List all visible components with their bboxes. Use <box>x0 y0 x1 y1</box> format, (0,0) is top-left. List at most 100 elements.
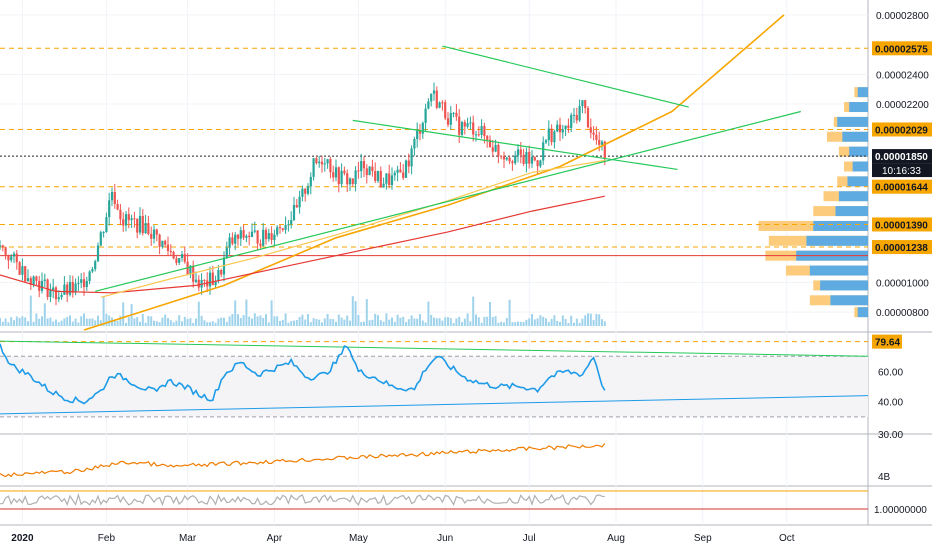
volume-bar <box>267 322 270 326</box>
candle-body <box>194 279 198 282</box>
candle-body <box>483 126 486 137</box>
volume-bar <box>155 321 158 326</box>
candle-body <box>15 253 18 263</box>
price-level-label: 0.00001850 <box>875 152 928 163</box>
volume-bar <box>55 319 57 326</box>
volume-bar <box>595 313 598 326</box>
candle-body <box>452 112 455 114</box>
volume-bar <box>337 314 340 326</box>
candle-body <box>572 114 576 116</box>
candle-body <box>99 232 102 246</box>
volume-bar <box>379 320 382 326</box>
price-level-badge <box>872 122 932 137</box>
rsi-band <box>0 356 868 417</box>
candle-body <box>91 269 94 272</box>
volume-bar <box>461 322 463 326</box>
countdown-label: 10:16:33 <box>882 166 921 177</box>
candle-body <box>416 130 419 140</box>
candle-body <box>556 124 559 132</box>
candle-body <box>208 272 212 287</box>
price-level-badge <box>872 179 932 194</box>
candle-body <box>172 251 175 259</box>
candle-body <box>382 183 385 188</box>
rsi-badge-label: 79.64 <box>875 338 900 349</box>
candle-body <box>298 196 301 208</box>
candle-body <box>544 140 548 143</box>
candle-body <box>169 250 172 252</box>
candle-body <box>309 176 312 187</box>
volume-bar <box>413 318 416 326</box>
volume-bar <box>217 318 220 326</box>
time-axis-label: Aug <box>607 533 625 544</box>
volume-bar <box>147 315 150 326</box>
volume-bar <box>281 319 284 326</box>
candle-body <box>430 93 433 102</box>
volume-bar <box>105 313 108 326</box>
volume-bar <box>531 314 533 326</box>
candle-body <box>273 234 276 240</box>
volume-bar <box>125 322 127 326</box>
volume-profile-bar <box>849 146 868 157</box>
candle-body <box>52 287 55 291</box>
volume-bar <box>441 320 444 326</box>
candle-body <box>323 163 326 165</box>
volume-bar <box>133 318 136 326</box>
candle-body <box>578 106 581 121</box>
volume-bar <box>127 317 130 326</box>
volume-profile-bar <box>857 307 868 318</box>
volume-bar <box>402 316 405 326</box>
volume-bar <box>340 317 343 326</box>
candle-body <box>418 130 422 134</box>
candle-body <box>0 245 2 247</box>
candle-body <box>348 178 352 185</box>
candle-body <box>528 151 531 164</box>
volume-bar <box>477 317 480 326</box>
candle-body <box>379 171 382 188</box>
candle-body <box>264 229 268 240</box>
candle-body <box>68 281 72 295</box>
volume-bar <box>589 313 592 326</box>
candle-body <box>256 230 259 244</box>
candle-body <box>49 290 52 298</box>
candle-body <box>525 151 528 164</box>
candle-body <box>54 287 58 300</box>
volume-bar <box>553 315 556 326</box>
volume-bar <box>603 321 606 326</box>
volume-bar <box>491 317 494 326</box>
volume-bar <box>167 318 169 326</box>
candle-body <box>368 166 371 176</box>
candle-body <box>46 279 49 298</box>
candle-body <box>267 233 270 240</box>
volume-bar <box>573 322 575 326</box>
volume-bar <box>200 315 203 326</box>
candle-body <box>553 131 556 143</box>
candle-body <box>362 161 366 169</box>
candle-body <box>57 297 60 300</box>
volume-bar <box>35 313 38 326</box>
volume-bar <box>323 318 326 326</box>
candle-body <box>511 161 514 164</box>
volume-profile-bar <box>857 87 868 98</box>
volume-bar <box>88 318 91 326</box>
candle-body <box>441 102 444 104</box>
volume-bar <box>43 303 46 326</box>
indicator-tick-label: 30.00 <box>878 430 903 441</box>
candle-body <box>102 231 105 233</box>
volume-bar <box>427 301 430 326</box>
volume-bar <box>312 318 315 326</box>
candle-body <box>136 218 139 233</box>
candle-body <box>477 134 480 136</box>
volume-bar <box>1 321 4 326</box>
volume-bar <box>346 315 349 326</box>
volume-bar <box>542 316 545 326</box>
volume-profile-bar <box>813 220 868 231</box>
candle-body <box>460 122 464 135</box>
rsi-tick-label: 60.00 <box>878 367 903 378</box>
candle-body <box>312 158 315 177</box>
candle-body <box>284 225 287 230</box>
candle-body <box>519 149 522 155</box>
volume-bar <box>225 321 228 326</box>
volume-bar <box>407 319 410 326</box>
volume-profile-bar <box>838 191 868 202</box>
